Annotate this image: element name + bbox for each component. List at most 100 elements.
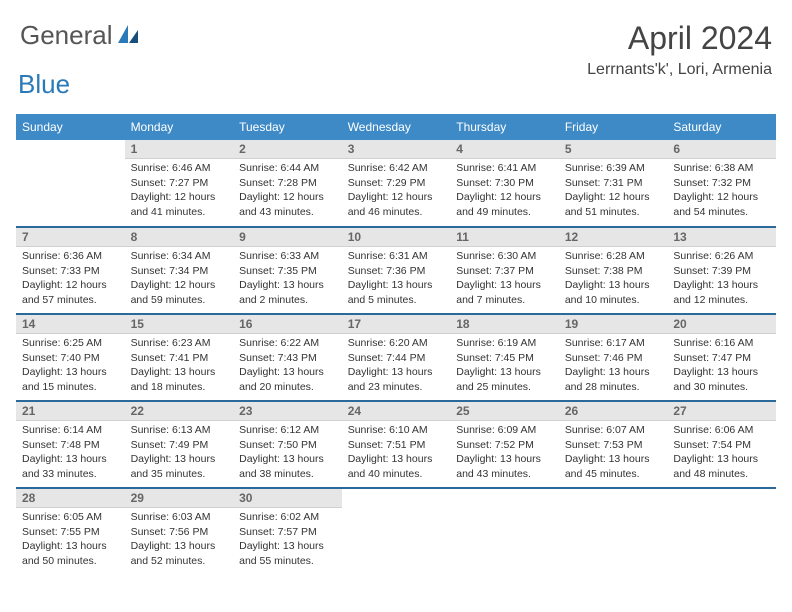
- sunrise-line: Sunrise: 6:36 AM: [22, 249, 119, 264]
- calendar-day-cell: 24Sunrise: 6:10 AMSunset: 7:51 PMDayligh…: [342, 401, 451, 487]
- weekday-header: Saturday: [667, 114, 776, 140]
- day-content: Sunrise: 6:46 AMSunset: 7:27 PMDaylight:…: [125, 159, 234, 224]
- calendar-body: 1Sunrise: 6:46 AMSunset: 7:27 PMDaylight…: [16, 140, 776, 574]
- day-number: 13: [667, 228, 776, 247]
- sunrise-line: Sunrise: 6:23 AM: [131, 336, 228, 351]
- daylight-line: Daylight: 13 hours and 33 minutes.: [22, 452, 119, 481]
- sunset-line: Sunset: 7:53 PM: [565, 438, 662, 453]
- sunset-line: Sunset: 7:54 PM: [673, 438, 770, 453]
- daylight-line: Daylight: 13 hours and 35 minutes.: [131, 452, 228, 481]
- weekday-header: Tuesday: [233, 114, 342, 140]
- sunrise-line: Sunrise: 6:19 AM: [456, 336, 553, 351]
- weekday-header: Monday: [125, 114, 234, 140]
- day-content: Sunrise: 6:22 AMSunset: 7:43 PMDaylight:…: [233, 334, 342, 399]
- day-number: 16: [233, 315, 342, 334]
- day-number: 1: [125, 140, 234, 159]
- calendar-day-cell: [667, 488, 776, 574]
- day-number: 24: [342, 402, 451, 421]
- day-number: 15: [125, 315, 234, 334]
- daylight-line: Daylight: 13 hours and 52 minutes.: [131, 539, 228, 568]
- calendar-day-cell: 8Sunrise: 6:34 AMSunset: 7:34 PMDaylight…: [125, 227, 234, 313]
- day-number: 21: [16, 402, 125, 421]
- sunset-line: Sunset: 7:38 PM: [565, 264, 662, 279]
- day-number: 3: [342, 140, 451, 159]
- calendar-day-cell: 23Sunrise: 6:12 AMSunset: 7:50 PMDayligh…: [233, 401, 342, 487]
- calendar-day-cell: 12Sunrise: 6:28 AMSunset: 7:38 PMDayligh…: [559, 227, 668, 313]
- daylight-line: Daylight: 12 hours and 46 minutes.: [348, 190, 445, 219]
- calendar-day-cell: 26Sunrise: 6:07 AMSunset: 7:53 PMDayligh…: [559, 401, 668, 487]
- sunset-line: Sunset: 7:57 PM: [239, 525, 336, 540]
- daylight-line: Daylight: 12 hours and 59 minutes.: [131, 278, 228, 307]
- sunrise-line: Sunrise: 6:31 AM: [348, 249, 445, 264]
- day-number: 19: [559, 315, 668, 334]
- sunrise-line: Sunrise: 6:34 AM: [131, 249, 228, 264]
- day-content: Sunrise: 6:09 AMSunset: 7:52 PMDaylight:…: [450, 421, 559, 486]
- sunrise-line: Sunrise: 6:39 AM: [565, 161, 662, 176]
- sunset-line: Sunset: 7:51 PM: [348, 438, 445, 453]
- day-content: Sunrise: 6:20 AMSunset: 7:44 PMDaylight:…: [342, 334, 451, 399]
- day-content: Sunrise: 6:34 AMSunset: 7:34 PMDaylight:…: [125, 247, 234, 312]
- calendar-day-cell: 14Sunrise: 6:25 AMSunset: 7:40 PMDayligh…: [16, 314, 125, 400]
- sunset-line: Sunset: 7:29 PM: [348, 176, 445, 191]
- sunset-line: Sunset: 7:47 PM: [673, 351, 770, 366]
- calendar-day-cell: 15Sunrise: 6:23 AMSunset: 7:41 PMDayligh…: [125, 314, 234, 400]
- header: General Blue April 2024 Lerrnants'k', Lo…: [0, 0, 792, 108]
- day-number: 23: [233, 402, 342, 421]
- day-number: 27: [667, 402, 776, 421]
- daylight-line: Daylight: 13 hours and 2 minutes.: [239, 278, 336, 307]
- day-number: 11: [450, 228, 559, 247]
- calendar-week-row: 7Sunrise: 6:36 AMSunset: 7:33 PMDaylight…: [16, 227, 776, 313]
- daylight-line: Daylight: 13 hours and 25 minutes.: [456, 365, 553, 394]
- day-number: 4: [450, 140, 559, 159]
- day-number: 29: [125, 489, 234, 508]
- title-location: Lerrnants'k', Lori, Armenia: [587, 61, 772, 79]
- sunrise-line: Sunrise: 6:10 AM: [348, 423, 445, 438]
- logo: General Blue: [20, 20, 139, 100]
- sunrise-line: Sunrise: 6:20 AM: [348, 336, 445, 351]
- day-number: 20: [667, 315, 776, 334]
- day-content: Sunrise: 6:30 AMSunset: 7:37 PMDaylight:…: [450, 247, 559, 312]
- sunrise-line: Sunrise: 6:05 AM: [22, 510, 119, 525]
- day-content: Sunrise: 6:25 AMSunset: 7:40 PMDaylight:…: [16, 334, 125, 399]
- logo-sail-icon: [117, 24, 139, 49]
- calendar-table: SundayMondayTuesdayWednesdayThursdayFrid…: [16, 114, 776, 574]
- calendar-day-cell: 19Sunrise: 6:17 AMSunset: 7:46 PMDayligh…: [559, 314, 668, 400]
- day-number: 2: [233, 140, 342, 159]
- sunrise-line: Sunrise: 6:03 AM: [131, 510, 228, 525]
- calendar-day-cell: 5Sunrise: 6:39 AMSunset: 7:31 PMDaylight…: [559, 140, 668, 226]
- day-content: Sunrise: 6:39 AMSunset: 7:31 PMDaylight:…: [559, 159, 668, 224]
- day-number: 6: [667, 140, 776, 159]
- day-number: 14: [16, 315, 125, 334]
- daylight-line: Daylight: 12 hours and 57 minutes.: [22, 278, 119, 307]
- weekday-header: Friday: [559, 114, 668, 140]
- sunset-line: Sunset: 7:48 PM: [22, 438, 119, 453]
- sunrise-line: Sunrise: 6:46 AM: [131, 161, 228, 176]
- daylight-line: Daylight: 13 hours and 12 minutes.: [673, 278, 770, 307]
- day-number: 18: [450, 315, 559, 334]
- day-content: Sunrise: 6:19 AMSunset: 7:45 PMDaylight:…: [450, 334, 559, 399]
- daylight-line: Daylight: 12 hours and 49 minutes.: [456, 190, 553, 219]
- sunrise-line: Sunrise: 6:22 AM: [239, 336, 336, 351]
- calendar-day-cell: 28Sunrise: 6:05 AMSunset: 7:55 PMDayligh…: [16, 488, 125, 574]
- calendar-day-cell: 21Sunrise: 6:14 AMSunset: 7:48 PMDayligh…: [16, 401, 125, 487]
- sunset-line: Sunset: 7:46 PM: [565, 351, 662, 366]
- daylight-line: Daylight: 13 hours and 38 minutes.: [239, 452, 336, 481]
- daylight-line: Daylight: 13 hours and 50 minutes.: [22, 539, 119, 568]
- day-content: Sunrise: 6:06 AMSunset: 7:54 PMDaylight:…: [667, 421, 776, 486]
- daylight-line: Daylight: 13 hours and 5 minutes.: [348, 278, 445, 307]
- sunrise-line: Sunrise: 6:07 AM: [565, 423, 662, 438]
- sunset-line: Sunset: 7:30 PM: [456, 176, 553, 191]
- calendar-week-row: 1Sunrise: 6:46 AMSunset: 7:27 PMDaylight…: [16, 140, 776, 226]
- calendar-week-row: 21Sunrise: 6:14 AMSunset: 7:48 PMDayligh…: [16, 401, 776, 487]
- day-content: Sunrise: 6:14 AMSunset: 7:48 PMDaylight:…: [16, 421, 125, 486]
- day-content: Sunrise: 6:12 AMSunset: 7:50 PMDaylight:…: [233, 421, 342, 486]
- sunset-line: Sunset: 7:40 PM: [22, 351, 119, 366]
- calendar-day-cell: 22Sunrise: 6:13 AMSunset: 7:49 PMDayligh…: [125, 401, 234, 487]
- daylight-line: Daylight: 13 hours and 10 minutes.: [565, 278, 662, 307]
- calendar-day-cell: 2Sunrise: 6:44 AMSunset: 7:28 PMDaylight…: [233, 140, 342, 226]
- sunset-line: Sunset: 7:41 PM: [131, 351, 228, 366]
- weekday-row: SundayMondayTuesdayWednesdayThursdayFrid…: [16, 114, 776, 140]
- sunrise-line: Sunrise: 6:30 AM: [456, 249, 553, 264]
- day-number: 9: [233, 228, 342, 247]
- sunrise-line: Sunrise: 6:13 AM: [131, 423, 228, 438]
